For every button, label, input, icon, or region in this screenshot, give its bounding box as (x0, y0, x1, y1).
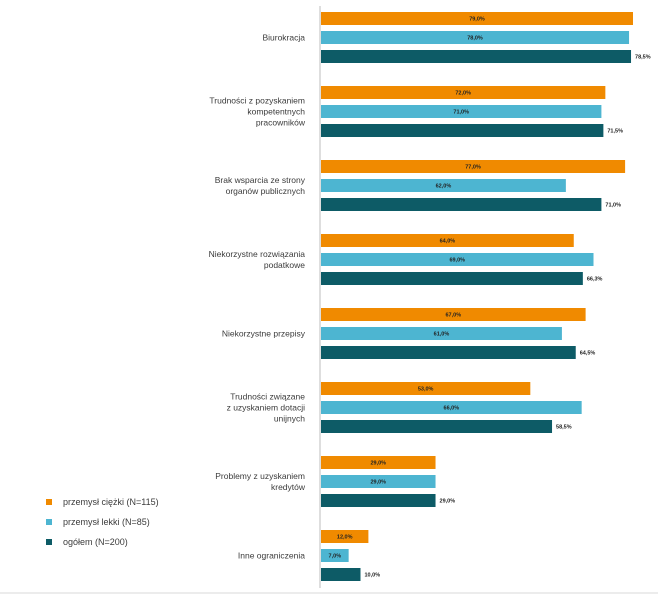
bar-heavy (321, 530, 369, 543)
data-label: 66,0% (444, 406, 460, 412)
category-label-line: kompetentnych (247, 107, 305, 117)
category-label: Trudności z pozyskaniem kompetentnych prac… (209, 96, 305, 128)
data-label: 29,0% (370, 461, 386, 467)
data-label: 61,0% (434, 332, 450, 338)
category-label-line: unijnych (274, 414, 305, 424)
bar-light (321, 253, 594, 266)
bar-heavy (321, 12, 633, 25)
bar-light (321, 31, 630, 44)
bar-heavy (321, 456, 436, 469)
bar-total (321, 568, 361, 581)
category-label: Inne ograniczenia (238, 551, 305, 561)
data-label: 67,0% (445, 313, 461, 319)
data-label: 66,3% (587, 277, 603, 283)
data-label: 53,0% (418, 387, 434, 393)
bar-heavy (321, 160, 626, 173)
legend-label: ogółem (N=200) (63, 537, 128, 547)
category-label-line: pracowników (256, 118, 306, 128)
bar-total (321, 198, 602, 211)
bar-light (321, 327, 562, 340)
category-label: Niekorzystne przepisy (222, 329, 306, 339)
bar-total (321, 420, 553, 433)
category-labels-group: Biurokracja Trudności z pozyskaniem kompet… (209, 33, 306, 561)
bar-heavy (321, 234, 574, 247)
bar-light (321, 401, 582, 414)
bar-heavy (321, 308, 586, 321)
bar-light (321, 179, 566, 192)
category-label-line: Niekorzystne przepisy (222, 329, 306, 339)
legend: przemysł ciężki (N=115) przemysł lekki (N… (46, 497, 159, 547)
category-label: Brak wsparcia ze strony organów publiczny… (215, 175, 306, 196)
bar-heavy (321, 382, 531, 395)
data-label: 79,0% (469, 17, 485, 23)
data-label: 64,5% (580, 351, 596, 357)
legend-label: przemysł lekki (N=85) (63, 517, 150, 527)
category-label-line: podatkowe (264, 260, 305, 270)
category-label-line: kredytów (271, 482, 306, 492)
data-label: 10,0% (364, 573, 380, 579)
category-label-line: Trudności związane (230, 392, 305, 402)
bar-light (321, 105, 602, 118)
data-label: 29,0% (370, 480, 386, 486)
data-label: 64,0% (440, 239, 456, 245)
data-label: 71,5% (607, 129, 623, 135)
category-label: Trudności związane z uzyskaniem dotacji un… (227, 392, 306, 424)
bar-light (321, 549, 349, 562)
category-label-line: Trudności z pozyskaniem (209, 96, 305, 106)
data-label: 12,0% (337, 535, 353, 541)
legend-swatch (46, 499, 52, 505)
category-label-line: Problemy z uzyskaniem (215, 471, 305, 481)
category-label-line: Niekorzystne rozwiązania (209, 249, 306, 259)
data-label: 72,0% (455, 91, 471, 97)
category-label: Problemy z uzyskaniem kredytów (215, 471, 306, 492)
bar-light (321, 475, 436, 488)
data-label: 78,5% (635, 55, 651, 61)
bar-total (321, 494, 436, 507)
data-label: 29,0% (440, 499, 456, 505)
category-label: Biurokracja (262, 33, 305, 43)
bar-total (321, 272, 583, 285)
category-label: Niekorzystne rozwiązania podatkowe (209, 249, 306, 270)
bar-total (321, 346, 576, 359)
bar-heavy (321, 86, 606, 99)
category-label-line: Brak wsparcia ze strony (215, 175, 306, 185)
legend-swatch (46, 539, 52, 545)
legend-swatch (46, 519, 52, 525)
data-label: 58,5% (556, 425, 572, 431)
legend-label: przemysł ciężki (N=115) (63, 497, 159, 507)
data-label: 7,0% (329, 554, 342, 560)
category-label-line: Inne ograniczenia (238, 551, 305, 561)
data-label: 78,0% (467, 36, 483, 42)
data-label: 77,0% (465, 165, 481, 171)
category-label-line: organów publicznych (226, 186, 306, 196)
data-label: 69,0% (449, 258, 465, 264)
data-label: 71,0% (453, 110, 469, 116)
bar-total (321, 50, 632, 63)
bars-group: 79,0% 78,0% 78,5% 72,0% 71,0% 71,5% 77,0% 62,0%… (321, 12, 651, 581)
category-label-line: Biurokracja (262, 33, 305, 43)
data-label: 71,0% (605, 203, 621, 209)
bar-total (321, 124, 604, 137)
category-label-line: z uzyskaniem dotacji (227, 403, 306, 413)
data-label: 62,0% (436, 184, 452, 190)
